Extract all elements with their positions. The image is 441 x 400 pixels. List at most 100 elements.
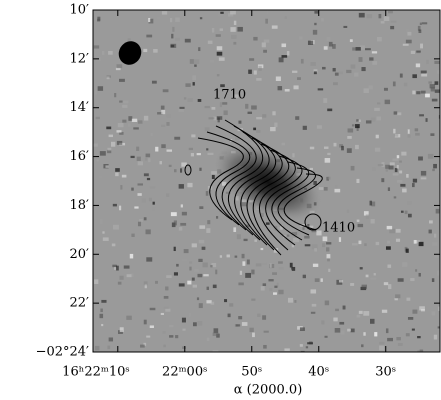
speckle [107, 345, 111, 350]
speckle [292, 70, 298, 73]
speckle [339, 71, 343, 75]
speckle [116, 140, 123, 145]
speckle [421, 22, 428, 25]
speckle [199, 17, 203, 20]
speckle [407, 129, 410, 134]
speckle [310, 289, 317, 294]
speckle [406, 297, 411, 301]
speckle [192, 284, 198, 288]
speckle [357, 119, 361, 123]
speckle [364, 48, 371, 51]
speckle [242, 261, 246, 266]
speckle [386, 225, 393, 230]
speckle [257, 313, 261, 317]
speckle [207, 152, 214, 156]
speckle [144, 157, 148, 161]
speckle [105, 165, 109, 168]
beam [118, 41, 142, 65]
speckle [406, 29, 410, 34]
speckle [172, 26, 175, 32]
speckle [421, 73, 428, 77]
speckle [128, 116, 133, 121]
speckle [178, 184, 184, 189]
speckle [146, 177, 151, 181]
speckle [346, 209, 350, 213]
speckle [131, 233, 135, 237]
speckle [437, 170, 440, 174]
speckle [94, 90, 98, 95]
speckle [421, 309, 425, 312]
speckle [361, 284, 367, 289]
speckle [127, 38, 131, 43]
speckle [280, 225, 283, 230]
speckle [189, 59, 194, 64]
speckle [238, 120, 242, 124]
speckle [231, 34, 237, 39]
speckle [351, 124, 355, 127]
speckle [262, 114, 267, 118]
speckle [416, 91, 421, 95]
speckle [206, 337, 210, 341]
speckle [210, 265, 213, 268]
speckle [343, 25, 348, 28]
speckle [180, 168, 183, 173]
speckle [204, 127, 210, 132]
speckle [206, 300, 212, 304]
speckle [342, 305, 346, 310]
speckle [161, 109, 166, 115]
speckle [148, 17, 151, 23]
speckle [387, 337, 393, 342]
speckle [393, 128, 396, 134]
speckle [370, 318, 375, 324]
speckle [119, 142, 126, 146]
speckle [262, 283, 267, 287]
speckle [206, 228, 211, 233]
speckle [173, 246, 176, 252]
speckle [121, 174, 127, 178]
speckle [100, 308, 103, 313]
speckle [213, 116, 217, 121]
speckle [327, 152, 331, 156]
speckle [412, 309, 418, 314]
speckle [361, 67, 366, 72]
speckle [188, 147, 194, 151]
speckle [324, 300, 330, 306]
speckle [415, 269, 418, 272]
speckle [136, 146, 140, 151]
speckle [355, 144, 359, 150]
speckle [415, 132, 420, 136]
speckle [350, 283, 355, 286]
speckle [350, 64, 356, 69]
speckle [260, 262, 267, 265]
contour-line [224, 119, 264, 236]
speckle [219, 28, 224, 31]
speckle [299, 36, 303, 40]
speckle [256, 117, 262, 120]
speckle [216, 51, 223, 56]
speckle [407, 31, 412, 36]
speckle [356, 314, 361, 318]
speckle [406, 174, 409, 178]
speckle [357, 223, 364, 228]
speckle [355, 47, 361, 51]
y-tick-label: 18′ [70, 198, 90, 213]
speckle [143, 48, 148, 53]
speckle [227, 313, 231, 318]
speckle [268, 279, 274, 282]
speckle [234, 255, 238, 258]
speckle [292, 153, 295, 158]
speckle [106, 76, 110, 80]
speckle [263, 39, 270, 43]
speckle [435, 208, 440, 214]
speckle [173, 272, 178, 276]
speckle [249, 58, 255, 61]
speckle [178, 109, 184, 112]
speckle [338, 279, 344, 283]
speckle [199, 206, 204, 209]
speckle [119, 327, 124, 332]
speckle [351, 243, 358, 246]
speckle [180, 222, 187, 226]
speckle [412, 90, 416, 95]
speckle [183, 249, 189, 254]
speckle [249, 327, 254, 333]
